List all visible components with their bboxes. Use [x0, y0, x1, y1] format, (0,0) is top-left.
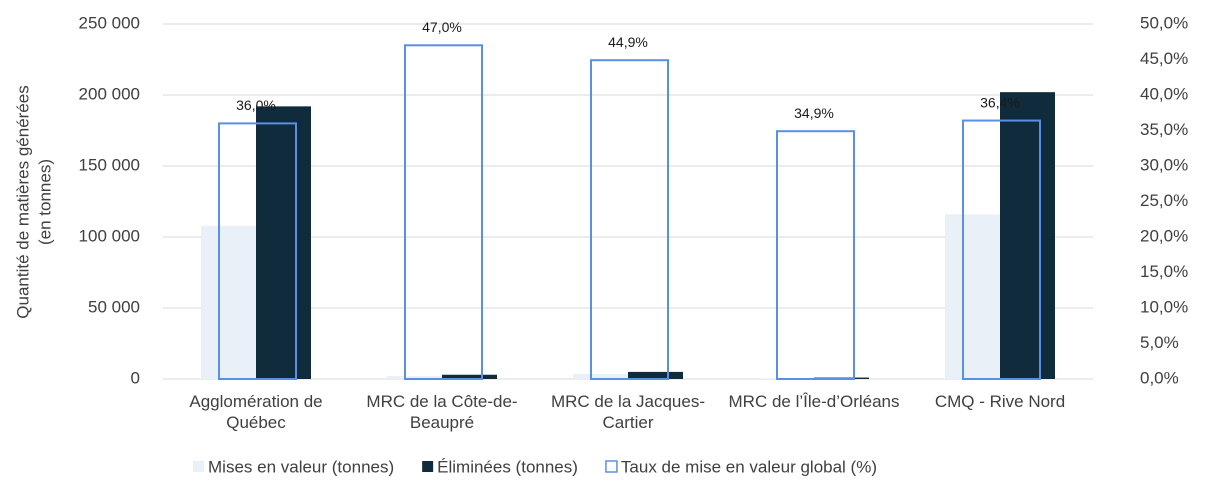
y2-tick-label: 10,0%: [1140, 297, 1188, 316]
y2-tick-label: 25,0%: [1140, 191, 1188, 210]
x-tick-label: CMQ - Rive Nord: [934, 392, 1066, 411]
y2-tick-label: 30,0%: [1140, 155, 1188, 174]
x-tick-label: MRC de la Jacques-Cartier: [550, 392, 705, 432]
rate-bar: [404, 44, 483, 381]
bar: [201, 225, 256, 379]
y-tick-label: 100 000: [79, 226, 140, 245]
legend-item: Taux de mise en valeur global (%): [605, 457, 877, 476]
y2-tick-label: 45,0%: [1140, 49, 1188, 68]
rate-bar: [962, 119, 1041, 380]
legend-item: Éliminées (tonnes): [422, 457, 578, 476]
x-tick-label-box: MRC de l’Île-d’Orléans: [728, 392, 900, 411]
bar: [628, 371, 683, 379]
y2-tick-label: 35,0%: [1140, 120, 1188, 139]
x-tick-label-box: CMQ - Rive Nord: [934, 392, 1066, 411]
y2-tick-label: 5,0%: [1140, 333, 1179, 352]
rate-bar: [776, 130, 855, 380]
y-label: Quantité de matières générées (en tonnes…: [13, 85, 54, 318]
y-tick-label: 0: [131, 368, 140, 387]
y-tick-label: 150 000: [79, 155, 140, 174]
rate-bar: [590, 59, 669, 381]
rate-bar: [218, 122, 297, 381]
data-label: 36,0%: [236, 97, 276, 113]
bar: [442, 374, 497, 379]
y2-tick-label: 20,0%: [1140, 226, 1188, 245]
x-tick-label-box: Agglomération de Québec: [189, 392, 323, 432]
bar: [945, 214, 1000, 379]
data-label: 36,4%: [980, 94, 1020, 110]
y2-tick-label: 0,0%: [1140, 368, 1179, 387]
x-tick-label: Agglomération de Québec: [189, 392, 323, 432]
x-tick-label-box: MRC de la Jacques-Cartier: [550, 392, 705, 432]
legend-swatch: [193, 461, 204, 472]
x-tick-label: MRC de l’Île-d’Orléans: [728, 392, 900, 411]
bar: [256, 106, 311, 380]
legend-swatch: [422, 461, 434, 472]
data-label: 47,0%: [422, 19, 462, 35]
legend-label: Mises en valeur (tonnes): [208, 457, 394, 476]
y2-tick-label: 50,0%: [1140, 13, 1188, 32]
legend-swatch: [605, 460, 618, 473]
legend-label: Taux de mise en valeur global (%): [621, 457, 877, 476]
data-label: 34,9%: [794, 105, 834, 121]
y2-tick-label: 15,0%: [1140, 262, 1188, 281]
bar: [1000, 92, 1055, 379]
bar: [573, 374, 628, 379]
y-label-line: Quantité de matières générées: [13, 85, 32, 318]
legend-item: Mises en valeur (tonnes): [193, 457, 394, 476]
bar: [387, 376, 442, 379]
y-label-line: (en tonnes): [35, 159, 54, 245]
x-tick-label-box: MRC de la Côte-de-Beaupré: [366, 392, 518, 432]
y-tick-label: 250 000: [79, 13, 140, 32]
y2-tick-label: 40,0%: [1140, 84, 1188, 103]
y-tick-label: 200 000: [79, 84, 140, 103]
y-tick-label: 50 000: [88, 297, 140, 316]
legend-label: Éliminées (tonnes): [437, 457, 578, 476]
x-tick-label: MRC de la Côte-de-Beaupré: [366, 392, 518, 432]
data-label: 44,9%: [608, 34, 648, 50]
